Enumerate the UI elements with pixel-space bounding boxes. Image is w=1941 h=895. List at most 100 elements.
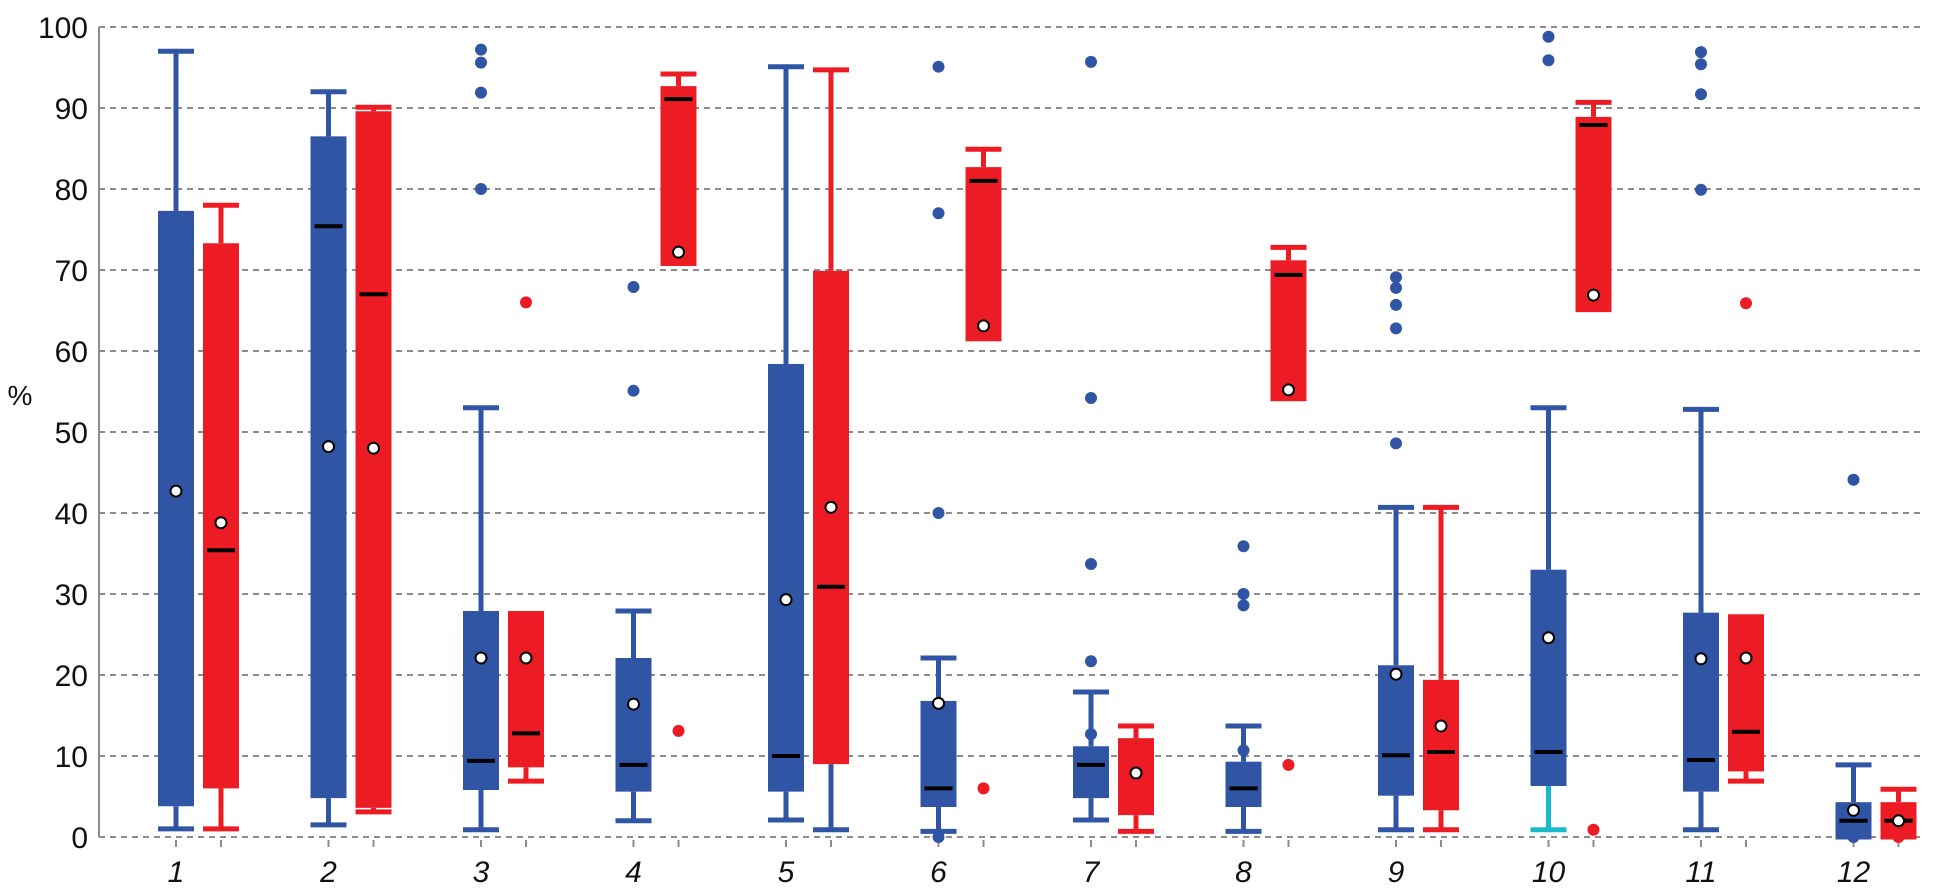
outlier-point — [1237, 599, 1250, 612]
box-blue-7 — [1073, 55, 1109, 823]
box-red-11 — [1728, 297, 1764, 784]
mean-marker — [1542, 631, 1555, 645]
outlier-point — [520, 296, 532, 309]
box-red-5 — [813, 67, 849, 833]
mean-marker — [1739, 651, 1753, 665]
y-tick-label: 100 — [38, 12, 88, 45]
x-tick-label: 3 — [473, 856, 490, 889]
outlier-point — [1542, 54, 1555, 67]
outlier-point — [1085, 655, 1097, 668]
box-red-2 — [355, 104, 392, 815]
mean-marker — [367, 441, 380, 455]
x-tick-label: 4 — [625, 856, 642, 889]
iqr-box — [463, 611, 499, 791]
iqr-box — [1530, 569, 1567, 786]
iqr-box — [203, 243, 239, 789]
box-blue-5 — [768, 64, 804, 823]
y-tick-label: 10 — [55, 741, 88, 774]
y-tick-label: 80 — [55, 174, 88, 207]
outlier-point — [977, 782, 990, 795]
iqr-box — [813, 270, 849, 765]
mean-marker — [1892, 814, 1905, 828]
iqr-box — [1073, 746, 1109, 799]
box-blue-1 — [158, 48, 194, 832]
x-tick-label: 8 — [1235, 856, 1252, 889]
outlier-point — [1085, 391, 1097, 404]
outlier-point — [475, 86, 487, 99]
mean-marker — [932, 696, 945, 710]
x-tick-label: 1 — [168, 856, 185, 889]
mean-marker — [1847, 803, 1860, 817]
outlier-point — [1390, 281, 1402, 294]
outlier-point — [932, 207, 945, 220]
mean-marker — [1587, 288, 1600, 302]
box-blue-8 — [1225, 540, 1262, 834]
box-blue-11 — [1683, 46, 1719, 833]
x-tick-label: 7 — [1083, 856, 1101, 889]
box-red-4 — [660, 71, 697, 737]
mean-marker — [169, 484, 183, 498]
mean-marker — [214, 516, 228, 530]
mean-marker — [1129, 766, 1143, 780]
outlier-point — [627, 281, 640, 294]
box-red-7 — [1118, 723, 1154, 834]
y-tick-label: 60 — [55, 336, 88, 369]
iqr-box — [1728, 614, 1764, 772]
mean-marker — [1434, 719, 1448, 733]
x-tick-label: 5 — [778, 856, 795, 889]
iqr-box — [1225, 761, 1262, 808]
iqr-box — [615, 657, 652, 792]
outlier-point — [475, 56, 487, 69]
y-tick-labels: 0 10 20 30 40 50 60 70 80 90 100 — [38, 12, 88, 855]
mean-marker — [322, 440, 335, 454]
iqr-box — [1575, 116, 1612, 313]
y-tick-label: 70 — [55, 255, 88, 288]
iqr-box — [768, 363, 804, 792]
iqr-box — [1423, 679, 1459, 811]
mean-marker — [977, 319, 990, 333]
outlier-point — [1847, 831, 1860, 843]
x-tick-label: 2 — [319, 856, 337, 889]
axes — [98, 27, 1900, 847]
box-red-1 — [203, 202, 239, 832]
boxes — [158, 30, 1917, 843]
x-tick-label: 9 — [1388, 856, 1405, 889]
outlier-point — [1390, 437, 1402, 450]
iqr-box — [1378, 665, 1414, 796]
outlier-point — [672, 724, 685, 737]
outlier-point — [1390, 322, 1402, 335]
box-blue-10 — [1530, 30, 1567, 833]
mean-marker — [824, 500, 838, 514]
outlier-point — [1085, 558, 1097, 571]
y-tick-label: 30 — [55, 579, 88, 612]
mean-marker — [519, 651, 533, 665]
outlier-point — [1695, 46, 1707, 59]
box-blue-6 — [920, 60, 957, 843]
mean-marker — [1389, 667, 1403, 681]
box-red-8 — [1270, 244, 1307, 771]
outlier-point — [932, 60, 945, 73]
outlier-point — [932, 507, 945, 519]
outlier-point — [1695, 88, 1707, 101]
iqr-box — [1270, 260, 1307, 402]
box-red-9 — [1423, 504, 1459, 833]
outlier-point — [1695, 58, 1707, 71]
y-tick-label: 90 — [55, 93, 88, 126]
box-blue-12 — [1835, 473, 1872, 843]
y-tick-label: 20 — [55, 660, 88, 693]
y-tick-label: 0 — [71, 822, 88, 855]
iqr-box — [1683, 612, 1719, 792]
mean-marker — [1282, 383, 1295, 397]
iqr-box — [508, 611, 544, 768]
outlier-point — [1390, 271, 1402, 284]
box-red-3 — [508, 296, 544, 784]
outlier-point — [1542, 30, 1555, 43]
outlier-point — [932, 831, 945, 843]
iqr-box — [920, 700, 957, 808]
outlier-point — [627, 384, 640, 397]
y-tick-label: 50 — [55, 417, 88, 450]
x-tick-labels: 1 2 3 4 5 6 7 8 9 10 11 12 — [168, 856, 1871, 889]
outlier-point — [475, 43, 487, 56]
box-blue-9 — [1378, 271, 1414, 833]
